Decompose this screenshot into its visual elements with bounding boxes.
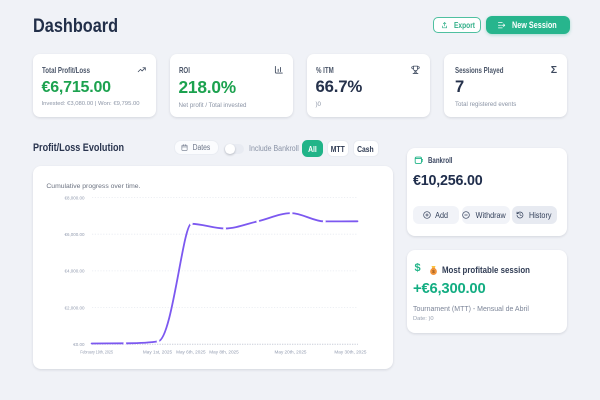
svg-text:February 19th, 2025: February 19th, 2025 [80,349,113,355]
svg-text:May 30th, 2025: May 30th, 2025 [334,350,366,356]
svg-text:€2,000.00: €2,000.00 [64,305,85,310]
svg-text:May 6th, 2025: May 6th, 2025 [176,350,206,356]
svg-text:€0.00: €0.00 [73,342,85,347]
svg-text:May 1st, 2025: May 1st, 2025 [143,350,173,356]
svg-text:May 20th, 2025: May 20th, 2025 [274,350,306,356]
svg-text:€6,000.00: €6,000.00 [64,232,85,237]
svg-text:€8,000.00: €8,000.00 [64,195,85,200]
svg-text:May 8th, 2025: May 8th, 2025 [209,350,239,356]
svg-text:$: $ [432,269,435,275]
svg-text:€4,000.00: €4,000.00 [64,269,85,274]
